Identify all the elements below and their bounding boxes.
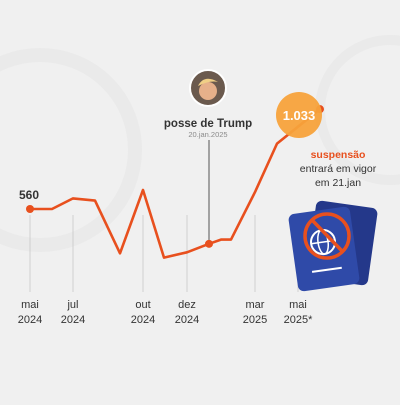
trump-face-shape <box>199 82 217 100</box>
suspension-highlight: suspensão <box>311 149 366 161</box>
data-point-start <box>26 205 34 213</box>
trump-annotation: posse de Trump 20.jan.2025 <box>164 69 252 244</box>
x-tick-year: 2024 <box>175 314 199 326</box>
data-point-trump <box>205 239 213 248</box>
x-tick-month: mai <box>21 299 39 311</box>
x-tick-month: mai <box>289 299 307 311</box>
end-value-label: 1.033 <box>283 108 316 123</box>
x-tick-year: 2024 <box>131 314 155 326</box>
start-value-label: 560 <box>19 188 39 202</box>
x-tick-year: 2025 <box>243 314 267 326</box>
x-tick-month: jul <box>66 299 78 311</box>
x-tick-year: 2025* <box>284 314 313 326</box>
trump-annotation-date: 20.jan.2025 <box>188 130 227 139</box>
trump-annotation-title: posse de Trump <box>164 118 252 130</box>
end-value-bubble: 1.033 <box>276 92 322 138</box>
x-tick-year: 2024 <box>61 314 85 326</box>
x-tick-month: out <box>135 299 150 311</box>
x-tick-month: dez <box>178 299 196 311</box>
series-line <box>28 107 322 259</box>
banned-passport-icon <box>288 200 378 292</box>
suspension-annotation: suspensão entrará em vigor em 21.jan <box>300 149 377 189</box>
trump-hair-shape <box>198 78 218 86</box>
end-value-bubble-circle <box>276 92 322 138</box>
suspension-line2: entrará em vigor <box>300 163 377 175</box>
suspension-line3: em 21.jan <box>315 177 361 189</box>
x-tick-month: mar <box>246 299 265 311</box>
x-tick-year: 2024 <box>18 314 42 326</box>
x-axis-labels: mai 2024 jul 2024 out 2024 dez 2024 mar 2025 mai 20… <box>18 299 313 326</box>
